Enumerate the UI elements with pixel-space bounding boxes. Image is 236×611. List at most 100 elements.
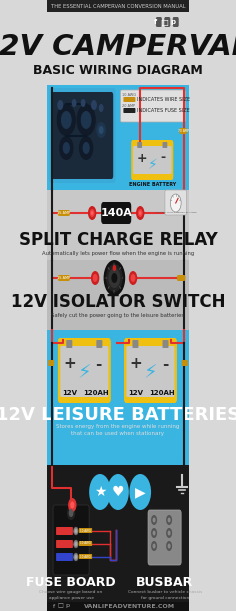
Circle shape (152, 544, 156, 549)
Circle shape (166, 541, 172, 551)
Circle shape (151, 541, 157, 551)
Text: INDICATES FUSE SIZE: INDICATES FUSE SIZE (137, 108, 190, 113)
Text: BASIC WIRING DIAGRAM: BASIC WIRING DIAGRAM (33, 64, 203, 76)
Text: 120AH: 120AH (83, 390, 109, 396)
Circle shape (113, 265, 116, 271)
Circle shape (83, 142, 90, 154)
Text: 12V CAMPERVAN: 12V CAMPERVAN (0, 33, 236, 61)
Circle shape (79, 136, 93, 160)
FancyBboxPatch shape (126, 346, 174, 397)
Circle shape (96, 122, 106, 138)
Circle shape (107, 474, 129, 510)
Circle shape (91, 100, 97, 110)
FancyBboxPatch shape (123, 97, 135, 102)
FancyBboxPatch shape (173, 17, 179, 27)
Text: p: p (66, 604, 69, 609)
Circle shape (75, 555, 77, 559)
Text: 140A: 140A (100, 208, 132, 218)
FancyBboxPatch shape (47, 190, 189, 260)
Text: 10 AWG: 10 AWG (80, 529, 91, 533)
Circle shape (75, 542, 77, 546)
Text: 12V: 12V (129, 390, 143, 396)
Text: ⚡: ⚡ (143, 364, 157, 382)
Circle shape (166, 515, 172, 525)
FancyBboxPatch shape (50, 88, 116, 183)
Circle shape (91, 211, 93, 215)
FancyBboxPatch shape (47, 0, 189, 12)
Text: VANLIFEADVENTURE.COM: VANLIFEADVENTURE.COM (84, 604, 176, 609)
Text: Stores energy from the engine while running
that can be used when stationary: Stores energy from the engine while runn… (56, 424, 180, 436)
FancyBboxPatch shape (52, 92, 113, 179)
FancyBboxPatch shape (53, 505, 89, 575)
Circle shape (104, 260, 125, 296)
Circle shape (57, 100, 63, 110)
FancyBboxPatch shape (120, 90, 185, 122)
FancyBboxPatch shape (131, 140, 173, 180)
Circle shape (151, 528, 157, 538)
FancyBboxPatch shape (101, 202, 131, 224)
Circle shape (90, 209, 95, 217)
FancyBboxPatch shape (47, 85, 189, 190)
FancyBboxPatch shape (56, 553, 73, 561)
Circle shape (59, 136, 73, 160)
Circle shape (152, 518, 156, 522)
FancyBboxPatch shape (163, 340, 169, 348)
FancyBboxPatch shape (156, 17, 162, 27)
Circle shape (61, 111, 72, 129)
Text: 12V LEISURE BATTERIES: 12V LEISURE BATTERIES (0, 406, 236, 424)
Text: ★: ★ (94, 485, 106, 499)
Circle shape (168, 530, 171, 535)
Text: ▶: ▶ (135, 485, 146, 499)
FancyBboxPatch shape (79, 528, 92, 533)
FancyBboxPatch shape (132, 340, 139, 348)
Text: +: + (63, 356, 76, 371)
Circle shape (67, 506, 75, 520)
FancyBboxPatch shape (96, 340, 102, 348)
FancyBboxPatch shape (47, 465, 189, 611)
FancyBboxPatch shape (148, 510, 181, 565)
Text: 10 AWG: 10 AWG (122, 93, 136, 97)
Circle shape (70, 502, 74, 508)
Text: INDICATES WIRE SIZE: INDICATES WIRE SIZE (137, 97, 190, 102)
FancyBboxPatch shape (56, 540, 73, 548)
Circle shape (166, 528, 172, 538)
Circle shape (73, 540, 78, 548)
Circle shape (75, 529, 77, 533)
FancyBboxPatch shape (163, 142, 167, 148)
Circle shape (99, 126, 104, 134)
FancyBboxPatch shape (47, 602, 189, 611)
FancyBboxPatch shape (123, 108, 135, 113)
Text: Safely cut the power going to the leisure batteries: Safely cut the power going to the leisur… (51, 312, 185, 318)
Circle shape (108, 268, 120, 288)
FancyBboxPatch shape (165, 190, 186, 215)
Text: 20 AMP: 20 AMP (122, 104, 135, 108)
Circle shape (139, 211, 141, 215)
Text: ⚡: ⚡ (148, 158, 157, 172)
Circle shape (73, 553, 78, 561)
Circle shape (106, 264, 123, 292)
Text: p: p (170, 19, 175, 25)
Text: -: - (160, 152, 165, 164)
Text: -: - (96, 356, 102, 371)
FancyBboxPatch shape (58, 210, 70, 216)
FancyBboxPatch shape (164, 17, 170, 27)
Text: f: f (53, 604, 55, 609)
Text: 70 AMP: 70 AMP (178, 129, 189, 133)
Text: 120AH: 120AH (149, 390, 175, 396)
Text: FUSE BOARD: FUSE BOARD (26, 577, 116, 590)
Circle shape (76, 104, 96, 136)
Circle shape (131, 274, 135, 282)
Circle shape (93, 274, 97, 282)
Text: ♥: ♥ (112, 485, 124, 499)
Circle shape (170, 194, 181, 212)
Circle shape (81, 99, 85, 107)
Circle shape (168, 544, 171, 549)
FancyBboxPatch shape (177, 275, 185, 281)
Text: ENGINE BATTERY: ENGINE BATTERY (129, 181, 176, 186)
FancyBboxPatch shape (56, 527, 73, 535)
FancyBboxPatch shape (79, 541, 92, 546)
Circle shape (73, 527, 78, 535)
Text: ⚡: ⚡ (77, 364, 91, 382)
Text: 10 AWG: 10 AWG (80, 555, 91, 558)
Circle shape (88, 206, 96, 220)
